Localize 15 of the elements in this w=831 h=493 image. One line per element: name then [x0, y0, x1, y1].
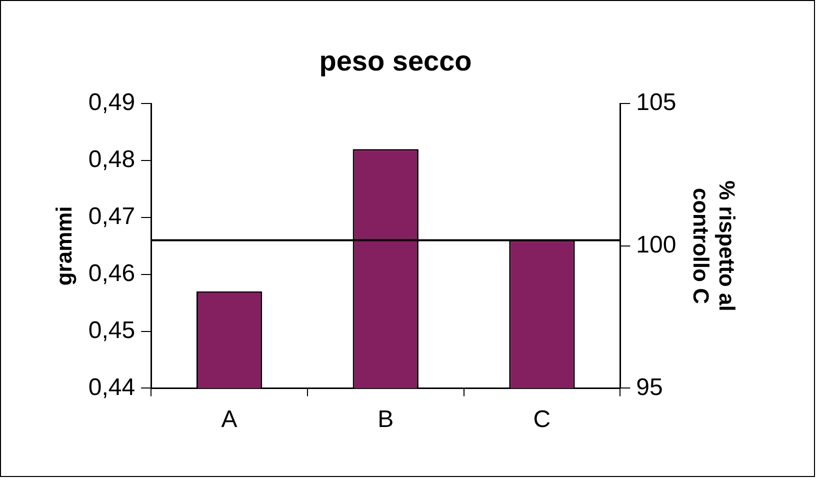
y-tick-label: 0,49 — [88, 89, 136, 116]
y2-tick-label: 105 — [636, 89, 676, 116]
y-tick-label: 0,48 — [88, 146, 136, 174]
x-tick-label: A — [221, 406, 238, 434]
y2-tick-label: 100 — [636, 232, 676, 259]
y-axis-title: grammi — [51, 206, 76, 286]
y-tick-label: 0,47 — [88, 203, 136, 230]
chart-title: peso secco — [319, 46, 472, 77]
y-tick-label: 0,45 — [88, 316, 136, 344]
y2-tick-label: 95 — [636, 374, 663, 401]
y2-axis-title: % rispetto al controllo C — [688, 180, 740, 312]
y-tick-label: 0,44 — [88, 374, 136, 401]
x-tick-label: B — [378, 406, 394, 434]
x-tick-label: C — [533, 406, 551, 434]
y-tick-label: 0,46 — [88, 260, 136, 287]
